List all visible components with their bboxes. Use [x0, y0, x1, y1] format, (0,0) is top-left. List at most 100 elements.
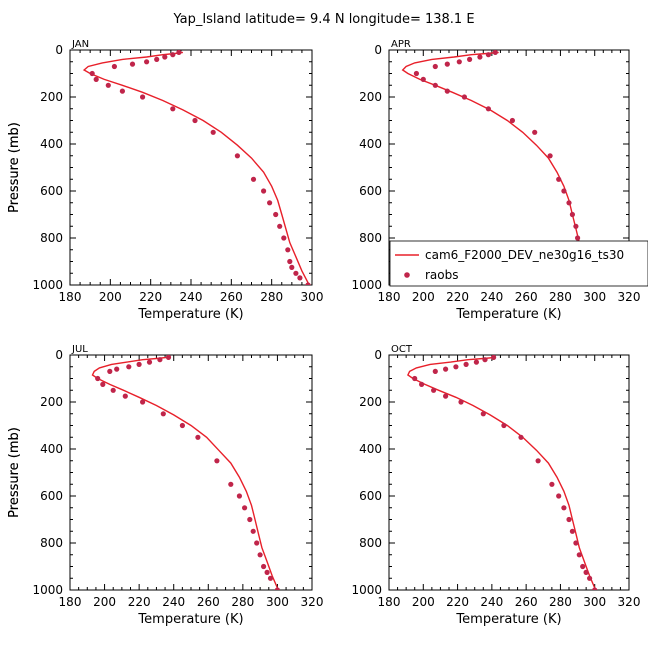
raobs-point — [547, 153, 553, 159]
raobs-point — [532, 129, 538, 135]
y-tick-label: 200 — [40, 395, 63, 409]
y-tick-label: 400 — [40, 442, 63, 456]
y-tick-label: 400 — [359, 137, 382, 151]
x-axis-label: Temperature (K) — [455, 612, 561, 627]
raobs-point — [236, 493, 242, 499]
panel-month-label: JUL — [71, 344, 88, 355]
model-profile-line — [407, 356, 597, 590]
raobs-point — [111, 63, 117, 70]
raobs-point — [144, 59, 150, 65]
raobs-point — [273, 211, 279, 218]
raobs-point — [100, 381, 106, 387]
plot-frame — [388, 354, 630, 591]
raobs-point — [501, 422, 507, 429]
x-tick-label: 240 — [162, 595, 185, 609]
x-tick-label: 200 — [93, 595, 116, 609]
raobs-point — [160, 411, 166, 417]
panel-jan: 180 200 220 240 260 280 300 0 200 400 600 800 1000 Te… — [7, 39, 323, 322]
x-tick-label: 300 — [583, 595, 606, 609]
raobs-point — [444, 88, 450, 94]
raobs-point — [491, 355, 497, 360]
raobs-point — [274, 587, 280, 590]
y-tick-label: 600 — [40, 489, 63, 503]
raobs-point — [126, 364, 132, 370]
raobs-point — [456, 59, 462, 65]
x-tick-label: 220 — [139, 290, 162, 304]
panel-oct: 180 200 220 240 260 280 300 320 0 200 400 600 800 100… — [7, 344, 640, 627]
raobs-point — [443, 393, 449, 399]
x-tick-label: 280 — [260, 290, 283, 304]
raobs-point — [413, 70, 419, 77]
raobs-point — [305, 282, 311, 285]
raobs-point — [146, 359, 153, 365]
raobs-point — [485, 52, 491, 58]
y-axis-label: Pressure (mb) — [7, 427, 22, 518]
raobs-point — [583, 569, 589, 576]
raobs-point — [140, 399, 146, 405]
x-tick-label: 240 — [480, 290, 503, 304]
x-tick-label: 280 — [549, 290, 572, 304]
raobs-point — [444, 61, 450, 67]
x-tick-label: 180 — [378, 595, 401, 609]
x-tick-label: 200 — [412, 595, 435, 609]
raobs-point — [576, 552, 582, 558]
raobs-point — [477, 54, 483, 60]
raobs-point — [480, 411, 486, 417]
x-tick-label: 180 — [59, 595, 82, 609]
raobs-point — [561, 505, 567, 511]
x-tick-label: 200 — [412, 290, 435, 304]
raobs-point — [561, 188, 567, 194]
x-tick-label: 220 — [446, 595, 469, 609]
x-tick-label: 280 — [231, 595, 254, 609]
raobs-point — [412, 375, 418, 382]
raobs-point — [105, 82, 111, 88]
raobs-point — [95, 375, 101, 382]
raobs-point — [461, 94, 467, 100]
raobs-point — [154, 56, 160, 63]
raobs-point — [228, 481, 234, 487]
raobs-point — [257, 552, 263, 558]
y-tick-label: 600 — [359, 184, 382, 198]
raobs-point — [129, 61, 136, 67]
raobs-point — [136, 361, 142, 367]
raobs-point — [509, 117, 515, 124]
raobs-point — [254, 540, 260, 546]
raobs-point — [419, 381, 425, 387]
raobs-point — [575, 235, 581, 241]
y-tick-label: 0 — [374, 348, 382, 362]
raobs-point — [432, 82, 438, 88]
raobs-point — [107, 368, 113, 374]
y-tick-label: 200 — [359, 90, 382, 104]
raobs-point — [580, 563, 586, 570]
raobs-point — [492, 50, 498, 55]
raobs-point — [467, 56, 473, 63]
raobs-point — [176, 50, 182, 55]
y-tick-label: 200 — [40, 90, 63, 104]
raobs-point — [195, 434, 201, 440]
x-tick-label: 240 — [480, 595, 503, 609]
panel-jul: 180 200 220 240 260 280 300 320 0 200 400 600 800 100… — [7, 344, 323, 627]
plot-frame — [69, 354, 313, 591]
y-tick-label: 0 — [55, 348, 63, 362]
raobs-point — [281, 235, 287, 241]
y-tick-label: 1000 — [351, 278, 382, 292]
legend-dot-swatch — [404, 272, 410, 278]
x-tick-label: 260 — [515, 595, 538, 609]
raobs-point — [250, 528, 256, 534]
x-tick-label: 260 — [220, 290, 243, 304]
raobs-point — [556, 493, 562, 499]
raobs-point — [140, 94, 146, 100]
raobs-point — [566, 200, 572, 206]
raobs-point — [277, 223, 283, 229]
y-tick-label: 400 — [359, 442, 382, 456]
raobs-point — [573, 540, 579, 546]
raobs-point — [261, 563, 267, 570]
raobs-point — [293, 270, 299, 276]
x-tick-label: 220 — [446, 290, 469, 304]
x-tick-label: 260 — [515, 290, 538, 304]
raobs-point — [250, 176, 257, 182]
raobs-point — [210, 129, 216, 135]
panel-month-label: APR — [391, 39, 411, 50]
x-tick-label: 320 — [618, 595, 641, 609]
